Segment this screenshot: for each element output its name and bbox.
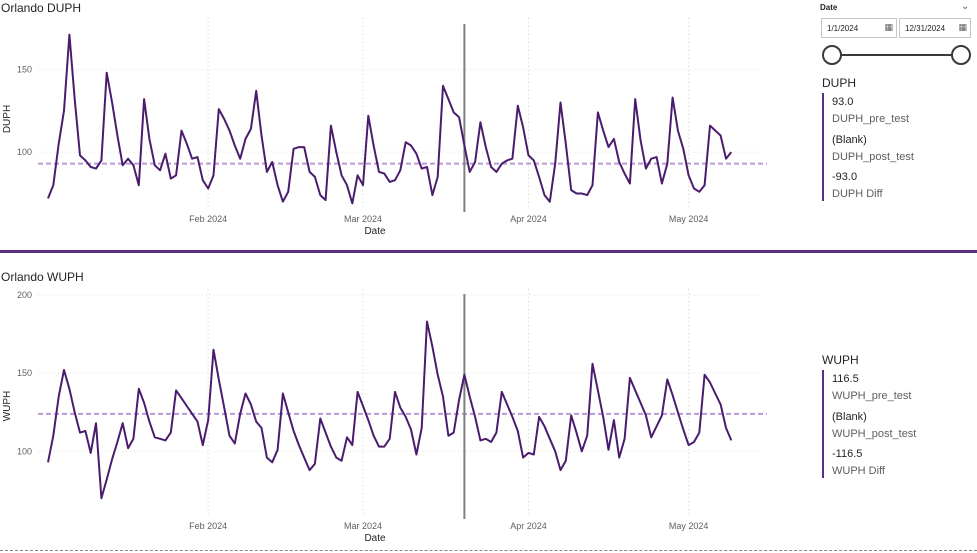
slider-end-handle[interactable] (951, 45, 971, 65)
kpi-title: DUPH (822, 76, 857, 90)
kpi-label: WUPH_post_test (832, 428, 917, 440)
kpi-body: 116.5 WUPH_pre_test (Blank) WUPH_post_te… (822, 370, 964, 478)
y-tick-label: 100 (17, 446, 32, 456)
x-axis-title: Date (364, 226, 386, 237)
duph-series-line[interactable] (47, 33, 733, 205)
chevron-down-icon[interactable]: ⌄ (961, 1, 970, 12)
slicer-title: Date (820, 3, 838, 12)
x-tick-label: Feb 2024 (189, 214, 227, 224)
kpi-value: (Blank) (832, 411, 867, 423)
wuph-series-line[interactable] (47, 320, 733, 500)
date-slicer[interactable]: Date ⌄ 1/1/2024 ▦ 12/31/2024 ▦ (818, 0, 977, 70)
x-tick-label: Feb 2024 (189, 521, 227, 531)
x-tick-label: Mar 2024 (344, 214, 382, 224)
y-tick-label: 150 (17, 368, 32, 378)
calendar-icon[interactable]: ▦ (958, 22, 967, 32)
chart-title-wuph: Orlando WUPH (1, 270, 84, 284)
kpi-label: WUPH Diff (832, 465, 885, 477)
kpi-label: WUPH_pre_test (832, 390, 912, 402)
wuph-line-chart[interactable]: Feb 2024 Mar 2024 Apr 2024 May 2024 100 150 20… (0, 287, 812, 549)
x-tick-label: Mar 2024 (344, 521, 382, 531)
x-tick-label: May 2024 (669, 521, 709, 531)
x-axis-title: Date (364, 533, 386, 544)
chart-title-duph: Orlando DUPH (1, 1, 82, 15)
kpi-title: WUPH (822, 353, 859, 367)
x-tick-label: Apr 2024 (510, 214, 547, 224)
calendar-icon[interactable]: ▦ (884, 22, 893, 32)
kpi-label: DUPH Diff (832, 188, 883, 200)
x-tick-label: Apr 2024 (510, 521, 547, 531)
duph-line-chart[interactable]: Feb 2024 Mar 2024 Apr 2024 May 2024 100 150 Da… (0, 18, 812, 244)
end-date-input[interactable]: 12/31/2024 ▦ (899, 18, 971, 38)
kpi-value: 93.0 (832, 96, 854, 108)
duph-kpi-card: DUPH 93.0 DUPH_pre_test (Blank) DUPH_pos… (822, 76, 972, 201)
kpi-value: -93.0 (832, 171, 858, 183)
kpi-value: -116.5 (832, 448, 863, 460)
bottom-border (0, 550, 977, 551)
kpi-value: (Blank) (832, 134, 867, 146)
y-tick-label: 150 (17, 64, 32, 74)
wuph-kpi-card: WUPH 116.5 WUPH_pre_test (Blank) WUPH_po… (822, 353, 972, 478)
y-tick-label: 100 (17, 147, 32, 157)
x-tick-label: May 2024 (669, 214, 709, 224)
slider-start-handle[interactable] (822, 45, 842, 65)
y-axis-title: WUPH (2, 391, 13, 422)
kpi-label: DUPH_pre_test (832, 113, 910, 125)
kpi-body: 93.0 DUPH_pre_test (Blank) DUPH_post_tes… (822, 93, 964, 201)
y-axis-title: DUPH (2, 105, 13, 133)
section-divider (0, 250, 977, 253)
start-date-input[interactable]: 1/1/2024 ▦ (821, 18, 897, 38)
start-date-value: 1/1/2024 (827, 24, 859, 33)
kpi-label: DUPH_post_test (832, 151, 914, 163)
end-date-value: 12/31/2024 (905, 24, 946, 33)
kpi-value: 116.5 (832, 373, 859, 385)
y-tick-label: 200 (17, 290, 32, 300)
date-range-slider[interactable] (818, 42, 977, 68)
